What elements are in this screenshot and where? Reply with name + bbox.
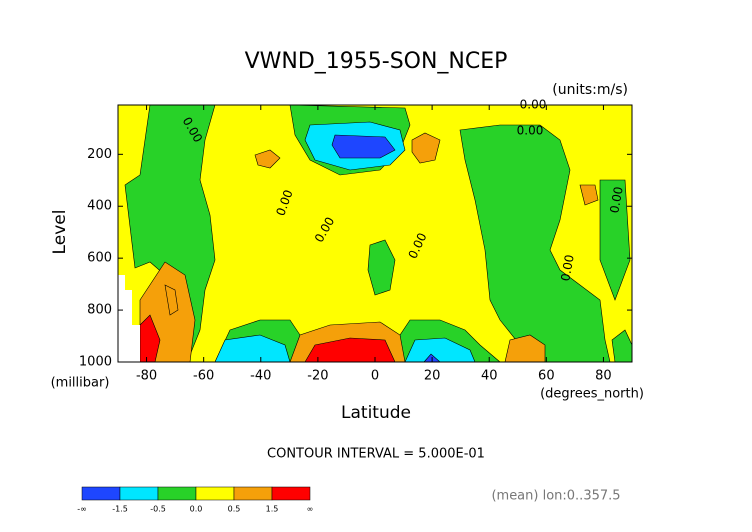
colorbar-label: 0.5 <box>228 505 241 514</box>
x-tick-label: 40 <box>481 369 498 384</box>
x-tick-label: -40 <box>250 369 271 384</box>
contour-interval: CONTOUR INTERVAL = 5.000E-01 <box>267 447 485 462</box>
colorbar-label: ∞ <box>307 505 314 514</box>
x-tick-label: -80 <box>136 369 157 384</box>
contour-region <box>459 124 611 363</box>
contour-region <box>331 134 396 159</box>
contour-region <box>411 132 441 164</box>
contour-region <box>367 239 396 296</box>
colorbar-swatch <box>157 486 197 501</box>
colorbar-swatch <box>81 486 121 501</box>
colorbar-swatch <box>271 486 311 501</box>
x-tick-label: 80 <box>595 369 612 384</box>
contour-region <box>254 149 281 169</box>
contour-label: 0.00 <box>558 254 576 283</box>
x-tick-label: 0 <box>371 369 379 384</box>
colorbar-label: -1.5 <box>112 505 128 514</box>
x-unit-label: (degrees_north) <box>540 387 644 402</box>
contour-label: 0.00 <box>517 124 544 138</box>
contour-region <box>164 284 179 316</box>
x-axis-label: Latitude <box>341 403 411 423</box>
units-label: (units:m/s) <box>552 82 628 98</box>
colorbar-label: 0.0 <box>190 505 203 514</box>
contour-label: 0.00 <box>520 98 547 112</box>
y-tick-label: 400 <box>87 199 112 214</box>
missing-data <box>118 275 140 362</box>
chart-title: VWND_1955-SON_NCEP <box>245 49 508 74</box>
y-tick-label: 800 <box>87 303 112 318</box>
y-axis-label: Level <box>50 210 70 255</box>
colorbar-label: -∞ <box>77 505 87 514</box>
contour-region <box>599 179 631 301</box>
colorbar-swatch <box>233 486 273 501</box>
x-tick-label: -20 <box>307 369 328 384</box>
contour-field <box>118 104 633 363</box>
colorbar-swatch <box>119 486 159 501</box>
colorbar-label: 1.5 <box>266 505 279 514</box>
contour-region <box>579 184 599 206</box>
y-tick-label: 200 <box>87 147 112 162</box>
y-tick-label: 1000 <box>79 355 112 370</box>
x-tick-label: 60 <box>538 369 555 384</box>
colorbar-swatch <box>195 486 235 501</box>
x-tick-label: -60 <box>193 369 214 384</box>
y-unit-label: (millibar) <box>51 376 110 391</box>
colorbar-label: -0.5 <box>150 505 166 514</box>
contour-label: 0.00 <box>607 186 625 215</box>
footnote: (mean) lon:0..357.5 <box>491 489 620 504</box>
y-tick-label: 600 <box>87 251 112 266</box>
x-tick-label: 20 <box>424 369 441 384</box>
